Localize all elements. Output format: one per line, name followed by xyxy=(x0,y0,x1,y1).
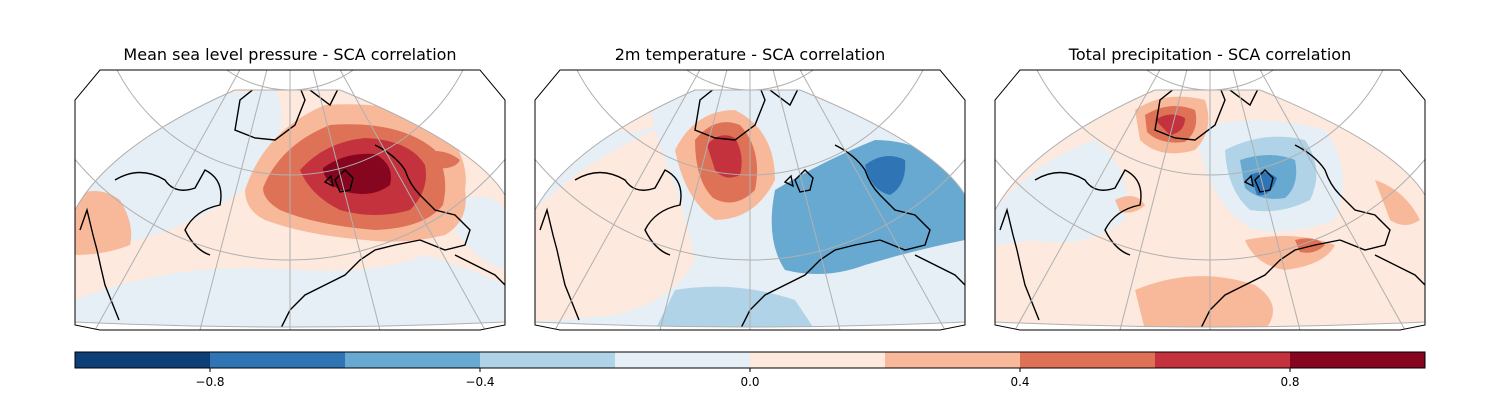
map-panel-t2m xyxy=(534,69,966,331)
colorbar-segment xyxy=(1020,352,1155,368)
coastlines-t2m xyxy=(539,90,965,327)
colorbar-segment xyxy=(1290,352,1425,368)
colorbar-segment xyxy=(1155,352,1290,368)
map-frame-tp xyxy=(994,69,1426,331)
colorbar-segments xyxy=(75,352,1425,368)
colorbar-tick-label: 0.8 xyxy=(1280,375,1299,389)
map-panel-mslp xyxy=(74,69,506,331)
panel-title-mslp: Mean sea level pressure - SCA correlatio… xyxy=(123,45,457,64)
colorbar-segment xyxy=(210,352,345,368)
colorbar-segment xyxy=(885,352,1020,368)
map-frame-mslp xyxy=(74,69,506,331)
colorbar-tick-label: 0.4 xyxy=(1010,375,1029,389)
colorbar-tick-label: −0.4 xyxy=(465,375,494,389)
coastlines-mslp xyxy=(79,90,505,327)
colorbar-segment xyxy=(480,352,615,368)
colorbar-ticks: −0.8 −0.4 0.0 0.4 0.8 xyxy=(195,368,1300,389)
colorbar-segment xyxy=(75,352,210,368)
coastlines-tp xyxy=(999,90,1425,327)
colorbar-tick-label: 0.0 xyxy=(740,375,759,389)
colorbar-segment xyxy=(345,352,480,368)
colorbar: −0.8 −0.4 0.0 0.4 0.8 xyxy=(74,351,1426,389)
panel-title-tp: Total precipitation - SCA correlation xyxy=(1068,45,1352,64)
panel-title-t2m: 2m temperature - SCA correlation xyxy=(614,45,886,64)
colorbar-tick-label: −0.8 xyxy=(195,375,224,389)
colorbar-segment xyxy=(615,352,750,368)
map-frame-t2m xyxy=(534,69,966,331)
colorbar-segment xyxy=(750,352,885,368)
map-panel-tp xyxy=(994,69,1426,331)
